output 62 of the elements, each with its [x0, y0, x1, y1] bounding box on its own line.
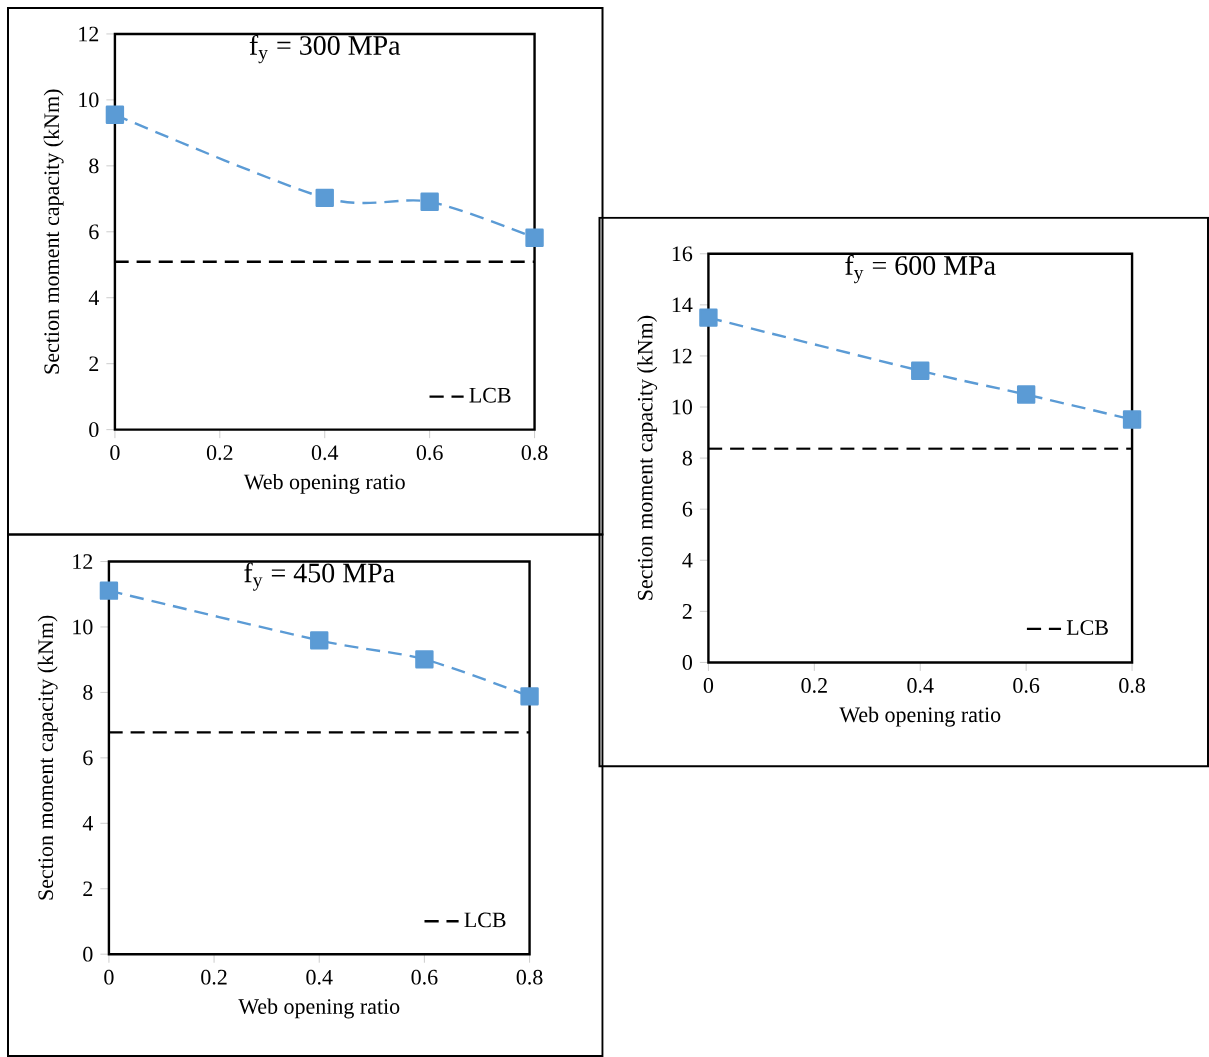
y-tick-label: 0 [89, 422, 99, 437]
chart-title: f$_{y}$ = 450 MPa [244, 562, 395, 591]
y-tick-label: 0 [682, 654, 692, 670]
y-tick-label: 4 [88, 290, 99, 305]
point [520, 687, 539, 706]
x-tick-label: 0.6 [1013, 677, 1040, 693]
point [911, 361, 930, 380]
x-tick-label: 0.2 [206, 445, 233, 461]
legend-label: LCB [469, 387, 511, 403]
y-tick-label: 4 [682, 553, 693, 568]
x-tick-label: 0.2 [801, 677, 827, 693]
point [99, 581, 119, 600]
x-axis-title: Web opening ratio [839, 706, 1001, 727]
y-tick-label: 10 [73, 619, 93, 635]
y-tick-label: 6 [682, 501, 693, 517]
point [699, 308, 718, 327]
y-tick-label: 8 [89, 158, 99, 174]
x-tick-label: 0.8 [516, 969, 543, 985]
y-tick-label: 14 [672, 297, 693, 313]
x-tick-label: 0 [104, 969, 114, 985]
chart-title: f$_{y}$ = 600 MPa [845, 254, 996, 284]
y-tick-label: 0 [83, 946, 93, 962]
y-tick-label: 2 [682, 604, 692, 619]
y-tick-label: 12 [672, 348, 692, 364]
point [315, 188, 334, 207]
y-tick-label: 10 [79, 92, 99, 108]
point [1122, 410, 1142, 429]
x-tick-label: 0 [110, 445, 120, 461]
x-tick-label: 0 [703, 677, 714, 693]
x-axis-title: Web opening ratio [238, 998, 400, 1019]
x-tick-label: 0.4 [907, 677, 934, 693]
legend-label: LCB [464, 912, 506, 928]
y-axis-title: Section moment capacity (kNm) [637, 315, 658, 600]
point [310, 631, 329, 650]
y-tick-label: 6 [89, 224, 99, 240]
x-tick-label: 0.8 [521, 445, 548, 461]
point [105, 105, 125, 124]
x-tick-label: 0.6 [416, 445, 443, 461]
x-tick-label: 0.8 [1119, 677, 1145, 693]
y-tick-label: 16 [672, 246, 693, 262]
legend-label: LCB [1066, 620, 1108, 635]
y-tick-label: 10 [672, 399, 692, 415]
y-tick-label: 6 [83, 750, 93, 766]
y-axis-title: Section moment capacity (kNm) [37, 615, 58, 900]
y-tick-label: 8 [83, 684, 93, 700]
x-tick-label: 0.4 [311, 445, 339, 461]
y-tick-label: 2 [89, 356, 99, 371]
x-tick-label: 0.2 [201, 969, 227, 985]
y-tick-label: 4 [82, 816, 93, 831]
point [415, 650, 434, 669]
y-tick-label: 12 [73, 554, 93, 569]
x-tick-label: 0.4 [306, 969, 333, 985]
x-tick-label: 0.6 [411, 969, 438, 985]
y-tick-label: 12 [79, 26, 99, 42]
chart-title: f$_{y}$ = 300 MPa [249, 34, 401, 64]
y-tick-label: 8 [682, 450, 692, 466]
y-axis-title: Section moment capacity (kNm) [43, 89, 64, 374]
x-axis-title: Web opening ratio [243, 473, 405, 494]
y-tick-label: 2 [83, 881, 93, 896]
point [420, 192, 439, 211]
point [1016, 385, 1036, 404]
point [525, 228, 544, 247]
